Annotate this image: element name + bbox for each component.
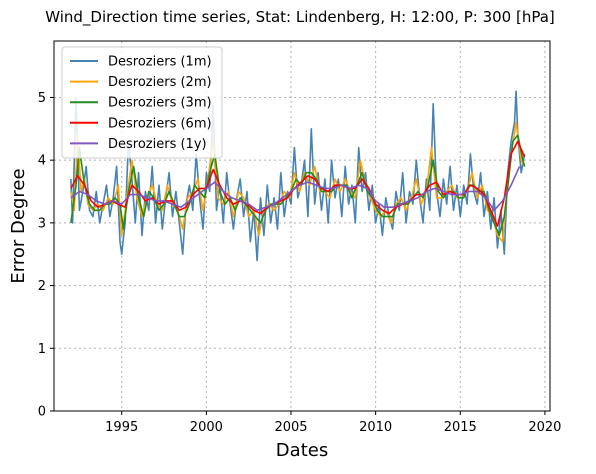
y-tick-label: 5 [38, 91, 46, 106]
x-tick-label: 2010 [359, 420, 392, 435]
series-line-4 [70, 140, 526, 227]
series-line-1 [70, 90, 526, 262]
x-tick-label: 2005 [274, 420, 307, 435]
chart-title: Wind_Direction time series, Stat: Linden… [45, 8, 555, 27]
y-tick-label: 0 [38, 405, 46, 420]
y-axis-title: Error Degree [8, 168, 29, 283]
x-tick-label: 2020 [528, 420, 561, 435]
y-tick-label: 1 [38, 342, 46, 357]
legend-frame [61, 46, 223, 159]
legend-label: Desroziers (1y) [108, 137, 207, 152]
legend-label: Desroziers (1m) [108, 55, 212, 70]
y-tick-label: 2 [38, 279, 46, 294]
plot-frame [53, 40, 551, 412]
legend-label: Desroziers (3m) [108, 96, 212, 111]
x-tick-label: 1995 [105, 420, 138, 435]
series-line-5 [70, 166, 521, 212]
series-layer [70, 90, 526, 262]
legend: Desroziers (1m) Desroziers (2m) Desroziers… [61, 46, 223, 159]
legend-label: Desroziers (6m) [108, 116, 212, 131]
x-tick-label: 2015 [444, 420, 477, 435]
legend-label: Desroziers (2m) [108, 75, 212, 90]
tick-layer: 1995 2000 2005 2010 2015 2020 0 1 2 3 4 5 [38, 91, 562, 435]
y-tick-label: 3 [38, 216, 46, 231]
y-tick-label: 4 [38, 154, 46, 169]
x-axis-title: Dates [276, 440, 328, 461]
series-line-2 [70, 121, 526, 243]
series-line-3 [70, 134, 526, 237]
x-tick-label: 2000 [190, 420, 223, 435]
